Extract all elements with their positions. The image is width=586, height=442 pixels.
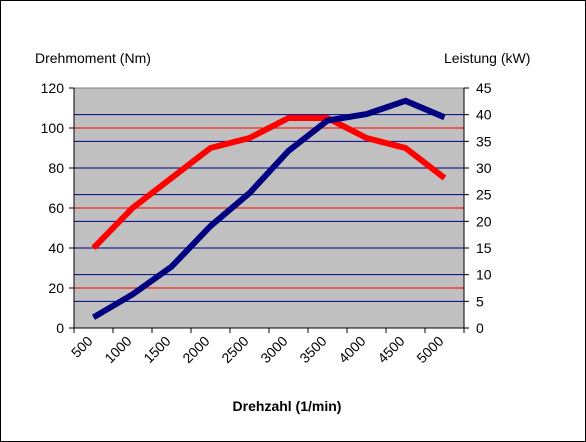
x-axis-ticks: 500 1000 1500 2000 2500 3000 3500 4000 4500 5000 (68, 328, 465, 366)
series-layer (91, 97, 447, 320)
left-tick-label: 60 (48, 200, 64, 216)
right-tick-label: 25 (476, 187, 492, 203)
x-tick-label: 4000 (335, 333, 368, 366)
leistung-series-line (91, 97, 446, 320)
left-axis-ticks: 0 20 40 60 80 100 120 (41, 80, 74, 336)
x-tick-label: 3500 (296, 333, 329, 366)
left-tick-label: 80 (48, 160, 64, 176)
right-tick-label: 20 (476, 213, 492, 229)
right-axis-title: Leistung (kW) (444, 50, 530, 66)
left-tick-label: 0 (56, 320, 64, 336)
right-tick-label: 40 (476, 107, 492, 123)
x-tick-label: 5000 (413, 333, 446, 366)
left-tick-label: 120 (41, 80, 65, 96)
left-tick-label: 20 (48, 280, 64, 296)
left-tick-label: 40 (48, 240, 64, 256)
right-tick-label: 10 (476, 267, 492, 283)
right-tick-label: 0 (476, 320, 484, 336)
x-tick-label: 2000 (179, 333, 212, 366)
right-tick-label: 5 (476, 293, 484, 309)
x-tick-label: 4500 (374, 333, 407, 366)
x-tick-label: 1000 (101, 333, 134, 366)
x-tick-label: 3000 (257, 333, 290, 366)
right-tick-label: 35 (476, 133, 492, 149)
right-tick-label: 15 (476, 240, 492, 256)
x-tick-label: 1500 (140, 333, 173, 366)
right-axis-ticks: 0 5 10 15 20 25 30 35 40 45 (464, 80, 492, 336)
right-tick-label: 45 (476, 80, 492, 96)
left-axis-title: Drehmoment (Nm) (35, 50, 151, 66)
x-tick-label: 500 (68, 333, 96, 361)
x-tick-label: 2500 (218, 333, 251, 366)
x-axis-title: Drehzahl (1/min) (233, 398, 342, 414)
left-tick-label: 100 (41, 120, 65, 136)
right-tick-label: 30 (476, 160, 492, 176)
drehmoment-series-line (91, 115, 447, 251)
